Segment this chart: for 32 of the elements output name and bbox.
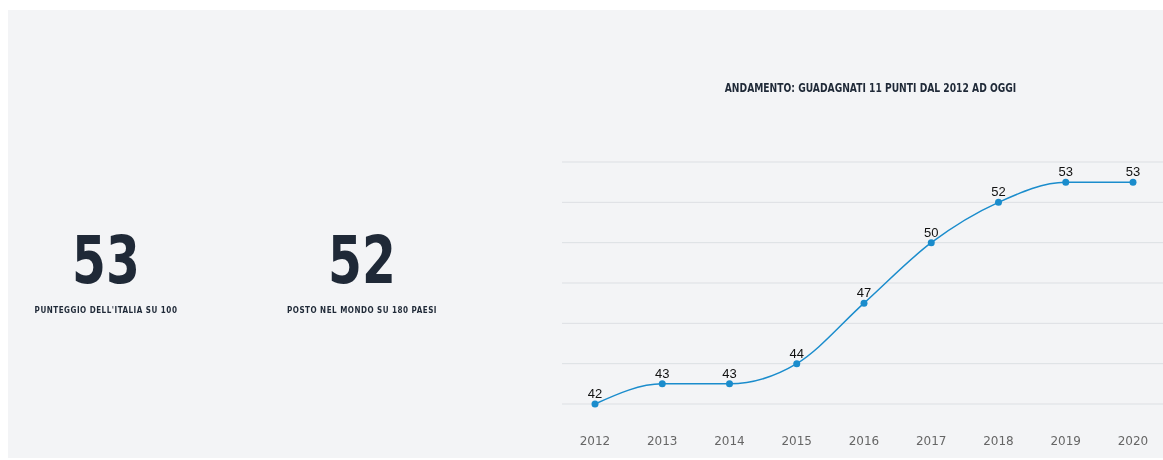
point [860,299,868,307]
text: POSTO NEL MONDO SU 180 PAESI [287,306,437,315]
x-tick-label: 2019 [1050,434,1082,448]
point [927,239,935,247]
point [793,360,801,368]
text: PUNTEGGIO DELL'ITALIA SU 100 [34,306,178,315]
x-tick-label: 2017 [915,434,947,448]
data-label: 53 [1125,164,1141,180]
data-label: 42 [587,386,603,401]
point [726,380,733,388]
data-label: 52 [991,184,1006,200]
x-tick-label: 2012 [579,434,611,448]
x-tick-label: 2020 [1117,434,1149,448]
data-label: 43 [722,365,737,381]
point [995,198,1002,206]
point [1062,178,1070,186]
text: 52 [328,221,396,299]
x-tick-label: 2015 [781,434,813,448]
data-label: 44 [789,345,804,361]
point [1129,178,1137,186]
data-label: 53 [1058,164,1073,180]
x-tick-label: 2013 [646,434,678,448]
text: 53 [72,221,140,299]
point [658,380,666,388]
chart-title: ANDAMENTO: GUADAGNATI 11 PUNTI DAL 2012 AD OGGI [724,81,1017,96]
data-label: 43 [655,365,670,381]
x-tick-label: 2014 [714,434,745,448]
data-label: 47 [856,285,872,301]
x-tick-label: 2016 [848,434,880,448]
data-label: 50 [924,224,939,240]
x-tick-label: 2018 [983,434,1014,448]
point [591,400,599,408]
